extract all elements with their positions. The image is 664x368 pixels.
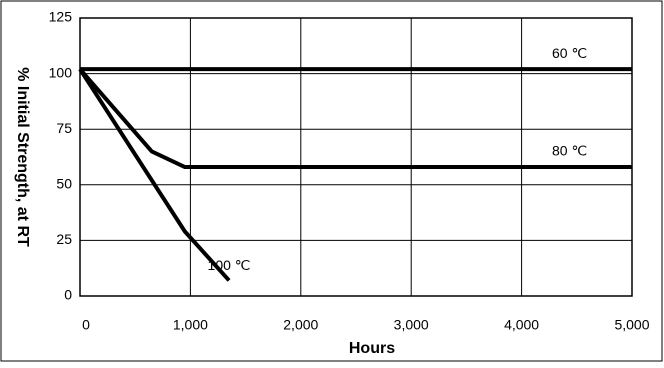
x-axis-label: Hours <box>349 340 395 357</box>
x-tick-label: 0 <box>82 317 90 333</box>
series-label: 100 ℃ <box>208 257 251 273</box>
x-tick-label: 2,000 <box>283 317 318 333</box>
x-tick-label: 3,000 <box>394 317 429 333</box>
y-tick-label: 125 <box>49 9 73 25</box>
series-line <box>78 67 632 170</box>
series-line <box>78 68 231 282</box>
y-tick-label: 50 <box>56 176 72 192</box>
y-tick-label: 0 <box>64 287 72 303</box>
x-tick-label: 4,000 <box>504 317 539 333</box>
series-label: 60 ℃ <box>552 45 587 61</box>
series-label: 80 ℃ <box>552 143 587 159</box>
x-tick-label: 5,000 <box>614 317 649 333</box>
y-tick-label: 100 <box>49 64 73 80</box>
y-tick-label: 25 <box>56 231 72 247</box>
x-tick-label: 1,000 <box>173 317 208 333</box>
y-axis-label: % Initial Strength, at RT <box>14 67 31 247</box>
y-tick-label: 75 <box>56 120 72 136</box>
plot-border <box>79 17 633 297</box>
